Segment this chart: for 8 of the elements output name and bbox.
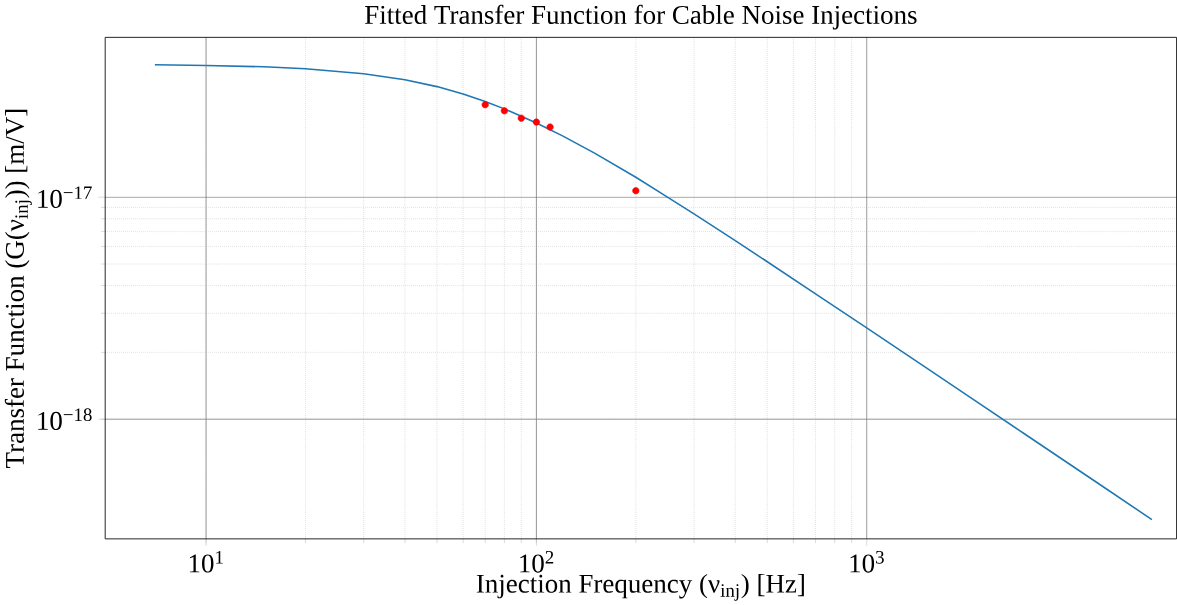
chart-title: Fitted Transfer Function for Cable Noise Injections <box>365 4 917 30</box>
x-tick-label: 10$^{1}$ <box>189 550 223 573</box>
x-tick-label: 10$^{2}$ <box>520 550 554 573</box>
x-tick-label: 10$^{3}$ <box>850 550 884 573</box>
y-tick-label: 10$^{−18}$ <box>38 408 92 430</box>
y-axis-title: Transfer Function (G(ν$_{inj}$)) [m/V] <box>4 109 32 468</box>
x-axis-title: Injection Frequency (ν$_{inj}$) [Hz] <box>476 573 804 601</box>
y-tick-label: 10$^{−17}$ <box>38 186 92 208</box>
